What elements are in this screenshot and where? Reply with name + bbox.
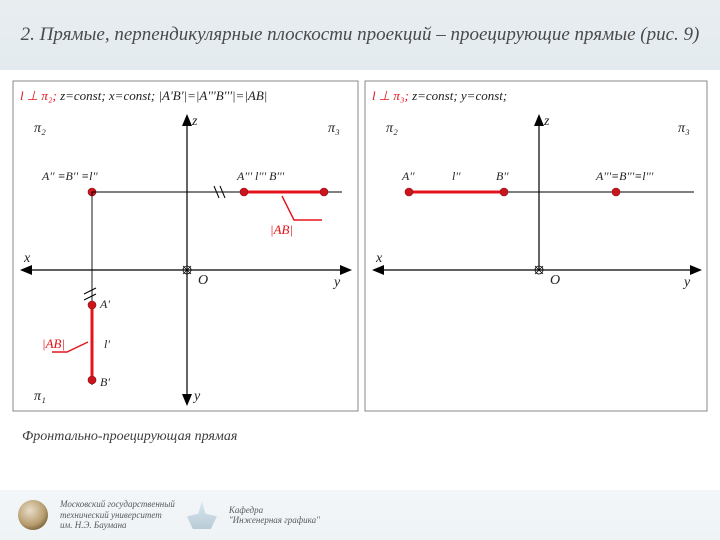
B-prime-label: B': [100, 375, 110, 389]
left-caption: Фронтально-проецирующая прямая: [22, 429, 237, 444]
right-cond-red: l ⊥ π₃;: [372, 88, 409, 103]
y-right-label: y: [332, 275, 341, 290]
university-text: Московский государственный технический у…: [60, 499, 175, 530]
pi2-label-r: π₂: [386, 121, 398, 136]
title-band: 2. Прямые, перпендикулярные плоскости пр…: [0, 0, 720, 70]
dept-line2: "Инженерная графика": [229, 515, 320, 525]
l-prime-label: l': [104, 337, 110, 351]
page-title: 2. Прямые, перпендикулярные плоскости пр…: [21, 22, 700, 48]
ship-emblem-icon: [187, 501, 217, 529]
z-label-r: z: [543, 114, 550, 129]
AB-top-label: |AB|: [270, 222, 293, 237]
l-dbl-r: l'': [452, 169, 461, 183]
origin-label: O: [198, 273, 208, 288]
y-down-label: y: [192, 389, 201, 404]
uni-line1: Московский государственный: [60, 499, 175, 509]
origin-label-r: O: [550, 273, 560, 288]
uni-line2: технический университет: [60, 510, 175, 520]
A-prime-label: A': [99, 297, 110, 311]
pi3-label-r: π₃: [678, 121, 690, 136]
pi3-label: π₃: [328, 121, 340, 136]
B-dbl-r: B'': [496, 169, 509, 183]
department-text: Кафедра "Инженерная графика": [229, 505, 320, 526]
dept-line1: Кафедра: [229, 505, 320, 515]
A-triple-r: A'''≡B'''≡l''': [595, 169, 654, 183]
diagram-area: l ⊥ π₂; z=const; x=const; |A'B'|=|A'''B'…: [12, 80, 708, 460]
y-label-r: y: [682, 275, 691, 290]
right-cond-black: z=const; y=const;: [409, 88, 507, 103]
x-label-r: x: [375, 251, 383, 266]
left-cond-red: l ⊥ π₂;: [20, 88, 57, 103]
pi1-label: π₁: [34, 389, 46, 404]
A-triple-label: A''' l''' B''': [236, 169, 285, 183]
uni-line3: им. Н.Э. Баумана: [60, 520, 175, 530]
left-panel: l ⊥ π₂; z=const; x=const; |A'B'|=|A'''B'…: [13, 81, 358, 411]
svg-text:l ⊥ π₃; z=const; y=const;: l ⊥ π₃; z=const; y=const;: [372, 88, 507, 103]
z-label: z: [191, 114, 198, 129]
right-panel: l ⊥ π₃; z=const; y=const; z x y O π₂ π₃ …: [365, 81, 707, 411]
A-dbl-r: A'': [401, 169, 415, 183]
university-emblem-icon: [18, 500, 48, 530]
left-cond-black: z=const; x=const; |A'B'|=|A'''B'''|=|AB|: [57, 88, 268, 103]
AB-left-label: |AB|: [42, 336, 65, 351]
footer: Московский государственный технический у…: [0, 490, 720, 540]
svg-text:l ⊥ π₂; z=const; x=const; |A'B: l ⊥ π₂; z=const; x=const; |A'B'|=|A'''B'…: [20, 88, 267, 103]
pi2-label: π₂: [34, 121, 46, 136]
x-label: x: [23, 251, 31, 266]
A-double-label: A'' ≡B'' ≡l'': [41, 169, 98, 183]
